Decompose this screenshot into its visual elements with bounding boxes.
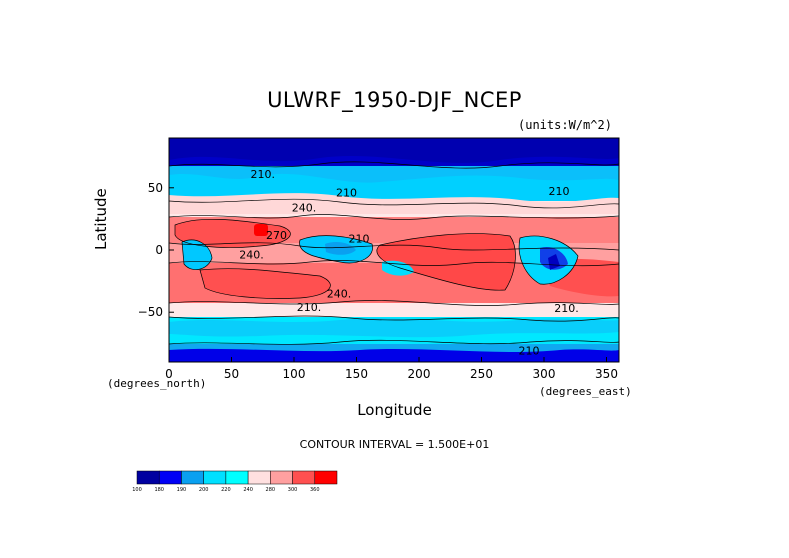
colorbar-swatch: [136, 470, 160, 485]
contour-value-label: 210.: [297, 301, 322, 314]
colorbar-swatch: [247, 470, 271, 485]
y-tick-label: 0: [155, 243, 163, 257]
units-label: (units:W/m^2): [518, 118, 612, 132]
contour-value-label: 210: [336, 186, 357, 199]
colorbar-swatch: [181, 470, 204, 485]
contour-value-label: 240.: [292, 201, 317, 214]
x-tick-label: 150: [345, 367, 368, 381]
x-tick-label: 50: [224, 367, 239, 381]
colorbar-level-label: 100: [132, 487, 142, 493]
contour-value-label: 270: [266, 229, 287, 242]
colorbar-level-label: 280: [266, 487, 276, 493]
colorbar-swatch: [292, 470, 316, 485]
x-tick-label: 300: [533, 367, 556, 381]
contour-value-label: 240.: [239, 249, 264, 262]
y-tick-label: −50: [138, 305, 163, 319]
y-tick-label: 50: [148, 181, 163, 195]
contour-value-label: 210.: [251, 168, 276, 181]
x-unit-right-label: (degrees_east): [539, 385, 632, 398]
x-tick-label: 350: [595, 367, 618, 381]
x-tick-label: 200: [408, 367, 431, 381]
x-tick-label: 250: [470, 367, 493, 381]
heatmap-field: [169, 138, 619, 362]
colorbar-level-label: 240: [243, 487, 253, 493]
colorbar-swatch: [270, 470, 293, 485]
colorbar-level-label: 200: [199, 487, 209, 493]
x-axis-label: Longitude: [357, 401, 432, 419]
colorbar-level-label: 190: [177, 487, 187, 493]
colorbar-swatch: [314, 470, 338, 485]
axis-ticks: 0 50 100 150 200 250 300 350 50 0 −50: [138, 181, 618, 381]
colorbar-level-label: 180: [154, 487, 164, 493]
colorbar-level-label: 360: [310, 487, 320, 493]
chart-title: ULWRF_1950-DJF_NCEP: [267, 88, 522, 112]
x-tick-label: 100: [283, 367, 306, 381]
colorbar-swatch: [203, 470, 227, 485]
contour-value-label: 240.: [327, 287, 352, 300]
x-tick-label: 0: [165, 367, 173, 381]
x-unit-left-label: (degrees_north): [107, 377, 207, 390]
colorbar-level-label: 300: [288, 487, 298, 493]
contour-value-label: 210: [549, 185, 570, 198]
contour-value-label: 210.: [554, 302, 579, 315]
colorbar: 100 180 190 200 220 240 280 300 360: [132, 470, 338, 493]
colorbar-swatch: [225, 470, 249, 485]
contour-interval-label: CONTOUR INTERVAL = 1.500E+01: [299, 438, 490, 451]
colorbar-swatch: [158, 470, 182, 485]
contour-value-label: 210: [519, 345, 540, 358]
contour-value-label: 210: [349, 233, 370, 246]
colorbar-level-label: 220: [221, 487, 231, 493]
